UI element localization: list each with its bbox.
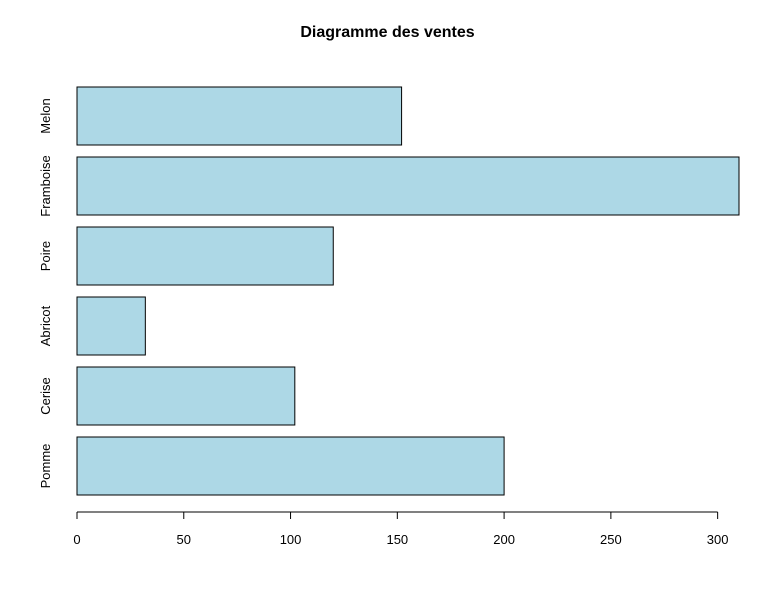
x-tick-label: 0 — [73, 532, 80, 547]
y-tick-label: Cerise — [38, 377, 53, 415]
y-axis-labels: Pomme Cerise Abricot Poire Framboise Melon — [38, 98, 53, 488]
bars-group — [76, 86, 740, 496]
x-tick-label: 300 — [707, 532, 729, 547]
y-tick-label: Framboise — [38, 155, 53, 216]
chart-title: Diagramme des ventes — [300, 24, 475, 41]
x-tick-label: 250 — [600, 532, 622, 547]
x-axis: 0 50 100 150 200 250 300 — [73, 511, 729, 547]
y-tick-label: Abricot — [38, 305, 53, 346]
x-tick-label: 150 — [386, 532, 408, 547]
x-tick-label: 100 — [280, 532, 302, 547]
x-tick-label: 50 — [177, 532, 191, 547]
bar-poire — [76, 226, 334, 286]
bar-pomme — [76, 436, 505, 496]
y-tick-label: Pomme — [38, 444, 53, 489]
x-tick-label: 200 — [493, 532, 515, 547]
y-tick-label: Poire — [38, 241, 53, 271]
bar-abricot — [76, 296, 146, 356]
bar-cerise — [76, 366, 296, 426]
bar-framboise — [76, 156, 740, 216]
bar-melon — [76, 86, 403, 146]
y-tick-label: Melon — [38, 98, 53, 133]
